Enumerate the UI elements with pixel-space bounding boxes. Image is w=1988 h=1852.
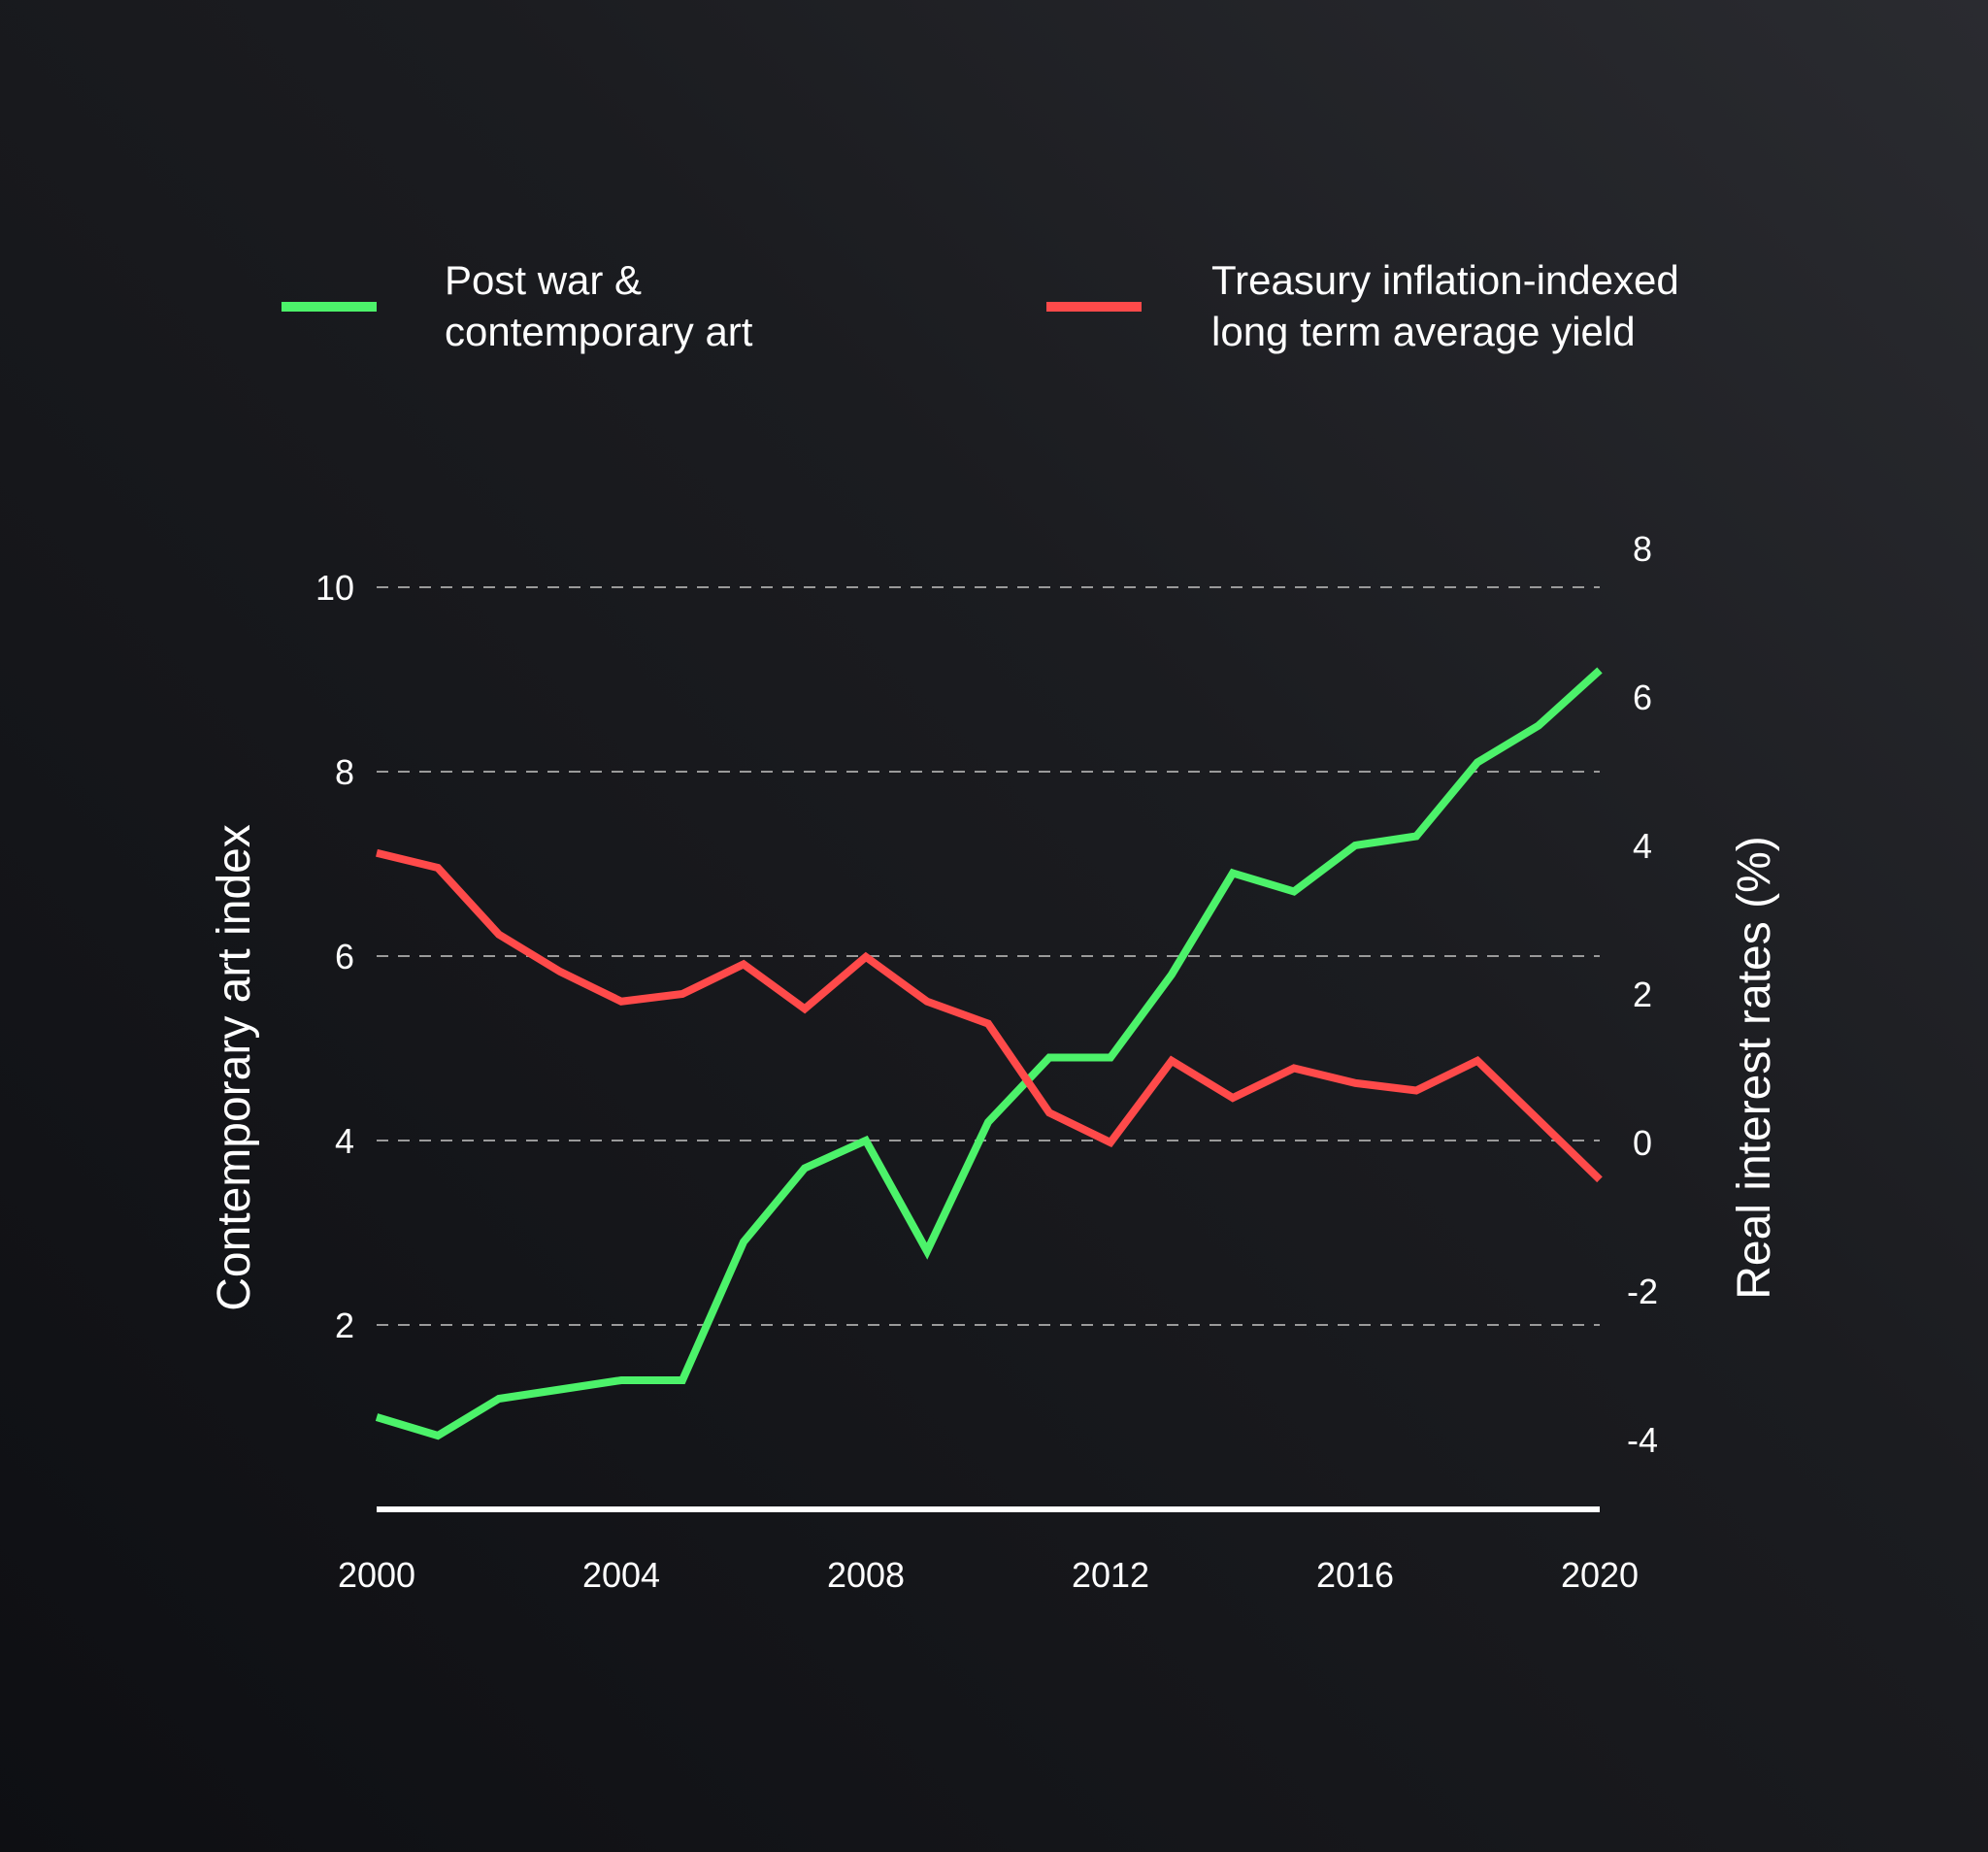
left-axis-ticks: 2 4 6 8 10 [315,568,354,1345]
right-tick-label: -4 [1627,1420,1658,1460]
x-tick-label: 2016 [1316,1555,1394,1595]
legend-label-yield-line2: long term average yield [1211,309,1636,354]
legend-label-yield-line1: Treasury inflation-indexed [1211,257,1679,303]
left-tick-label: 2 [335,1306,354,1345]
legend: Post war & contemporary art Treasury inf… [282,257,1679,354]
right-tick-label: 8 [1633,529,1652,569]
x-axis-ticks: 2000 2004 2008 2012 2016 2020 [338,1555,1639,1595]
left-axis-title: Contemporary art index [209,824,260,1311]
series-line-art [375,667,1603,1440]
right-tick-label: 6 [1633,678,1652,717]
x-tick-label: 2000 [338,1555,415,1595]
left-tick-label: 10 [315,568,354,608]
x-tick-label: 2008 [827,1555,905,1595]
left-tick-label: 4 [335,1121,354,1161]
right-axis-title: Real interest rates (%) [1729,836,1780,1300]
right-axis-ticks: -4 -2 0 2 4 6 8 [1627,529,1658,1460]
legend-label-art-line1: Post war & [445,257,642,303]
left-tick-label: 8 [335,752,354,792]
left-tick-label: 6 [335,937,354,976]
gridlines [377,586,1600,1326]
right-tick-label: 4 [1633,826,1652,866]
x-tick-label: 2004 [582,1555,660,1595]
legend-label-art-line2: contemporary art [445,309,753,354]
series-lines [375,667,1603,1440]
right-tick-label: -2 [1627,1272,1658,1311]
series-line-yield [376,848,1603,1183]
x-tick-label: 2020 [1561,1555,1639,1595]
x-tick-label: 2012 [1072,1555,1149,1595]
right-tick-label: 2 [1633,975,1652,1014]
right-tick-label: 0 [1633,1123,1652,1163]
